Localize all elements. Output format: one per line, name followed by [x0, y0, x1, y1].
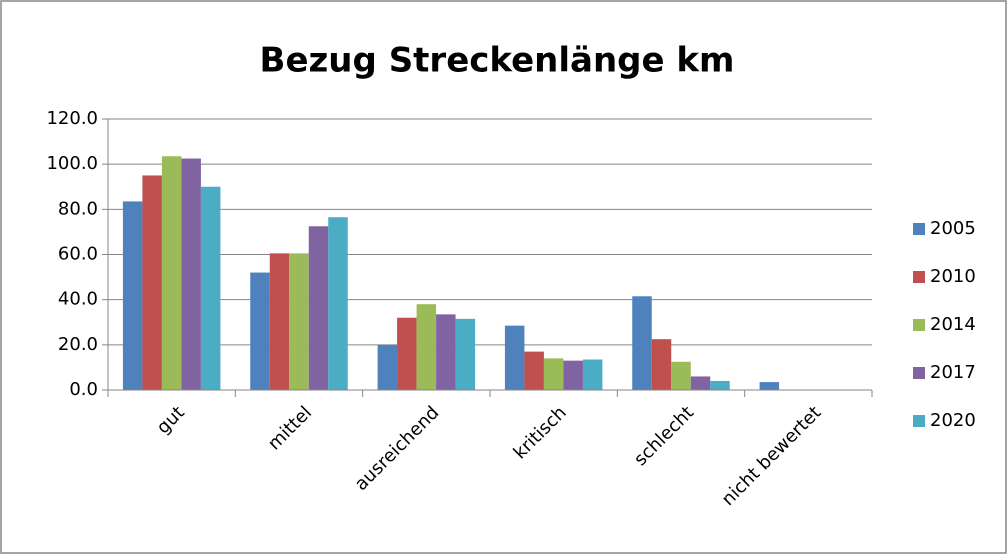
bar [651, 339, 672, 390]
bar [710, 380, 730, 390]
bar [397, 317, 417, 390]
bar [563, 360, 583, 390]
legend-label: 2005 [930, 218, 976, 239]
legend-label: 2010 [930, 266, 976, 287]
bar [250, 272, 270, 390]
bar [142, 175, 162, 390]
legend-swatch [913, 223, 925, 235]
bar [671, 361, 691, 390]
bar [524, 351, 544, 390]
y-tick-label: 60.0 [58, 244, 98, 265]
bar [200, 186, 221, 390]
bar [328, 217, 348, 390]
chart-title: Bezug Streckenlänge km [260, 41, 735, 81]
legend-label: 2017 [930, 362, 976, 383]
legend-swatch [913, 319, 925, 331]
y-tick-label: 80.0 [58, 198, 98, 219]
legend-swatch [913, 415, 925, 427]
bar [504, 325, 525, 390]
legend-swatch [913, 367, 925, 379]
bar [269, 253, 290, 390]
bar [308, 226, 329, 390]
legend-label: 2014 [930, 314, 976, 335]
y-tick-label: 100.0 [46, 153, 98, 174]
legend-label: 2020 [930, 410, 976, 431]
bar [582, 359, 603, 390]
bar [632, 296, 652, 390]
bar [181, 158, 201, 390]
y-tick-label: 0.0 [69, 379, 98, 400]
bar [377, 344, 398, 390]
bar [690, 376, 711, 390]
y-tick-label: 20.0 [58, 334, 98, 355]
y-tick-label: 120.0 [46, 108, 98, 129]
bar [161, 156, 182, 390]
bar [416, 304, 437, 390]
bar [455, 318, 476, 390]
y-tick-label: 40.0 [58, 289, 98, 310]
bar [759, 382, 780, 390]
bar [289, 253, 309, 390]
bar [122, 201, 143, 390]
bar [543, 358, 564, 390]
bar [436, 314, 456, 390]
legend-swatch [913, 271, 925, 283]
